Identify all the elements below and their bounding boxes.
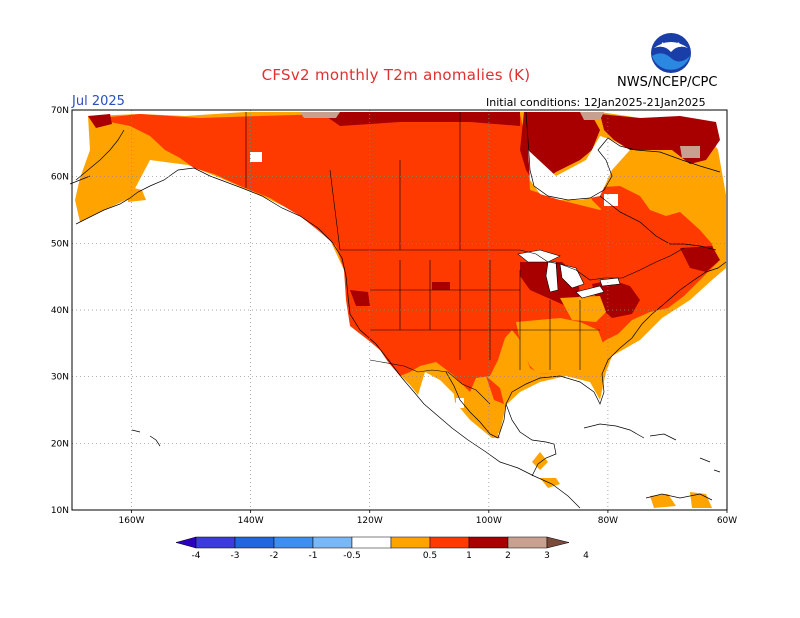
legend-label: 2: [505, 551, 511, 561]
border-us-mexico: [369, 359, 491, 405]
lat-tick-label: 10N: [51, 506, 69, 516]
map-frame: [71, 109, 728, 511]
valid-month: Jul 2025: [72, 94, 125, 109]
legend-swatch: [468, 536, 509, 549]
coastlines: [69, 111, 727, 509]
anomaly-fill-orange-south-america: [650, 494, 676, 508]
legend-label: -2: [270, 551, 279, 561]
lake-ontario: [599, 277, 621, 287]
anomaly-fill-orange-ohio-valley: [560, 296, 606, 322]
lon-tick-label: 160W: [119, 516, 145, 526]
legend-label: 4: [583, 551, 589, 561]
legend-swatch: [390, 536, 431, 549]
anomaly-fill-darkred-plains: [432, 282, 450, 290]
lat-tick-label: 30N: [51, 373, 69, 383]
lon-tick-label: 120W: [357, 516, 383, 526]
lon-tick-label: 100W: [476, 516, 502, 526]
anomaly-fill-orange-mexico: [452, 380, 500, 438]
coastline-cuba: [583, 423, 645, 439]
legend-swatch: [234, 536, 275, 549]
legend-swatch-above: [546, 536, 570, 549]
anomaly-fill-orange-caribbean: [532, 452, 548, 470]
anomaly-fill-tan-north: [300, 112, 340, 118]
near-normal-patch-labrador: [604, 194, 618, 206]
anomaly-fill-orange-southeast: [516, 318, 604, 374]
lake-michigan: [545, 261, 559, 293]
lake-erie: [575, 285, 605, 299]
anomaly-fill-darkred-alaska: [88, 114, 112, 128]
legend-label: -3: [231, 551, 240, 561]
legend-swatch: [507, 536, 548, 549]
anomaly-fill-layer: [75, 112, 726, 508]
lat-tick-labels: 70N 60N 50N 40N 30N 20N 10N: [51, 106, 69, 516]
legend-label: -0.5: [343, 551, 361, 561]
color-legend: -4 -3 -2 -1 -0.5 0.5 1 2 3 4: [175, 536, 589, 561]
lat-tick-label: 40N: [51, 306, 69, 316]
svg-text:NOAA: NOAA: [661, 42, 681, 49]
anomaly-fill-tan-baffin: [680, 146, 700, 158]
anomaly-fill-tan-arctic: [580, 112, 604, 120]
coastline-pacific: [75, 167, 581, 509]
initial-conditions: Initial conditions: 12Jan2025-21Jan2025: [486, 96, 706, 109]
lat-tick-label: 70N: [51, 106, 69, 116]
legend-swatch-below: [175, 536, 197, 549]
legend-label: 3: [544, 551, 550, 561]
lon-tick-label: 60W: [717, 516, 737, 526]
lon-tick-label: 80W: [598, 516, 618, 526]
near-normal-hudson-bay: [528, 136, 630, 200]
coastline-hudson-bay: [525, 111, 721, 201]
anomaly-fill-red-south-texas: [486, 376, 504, 404]
political-borders: [245, 112, 685, 405]
legend-label: 0.5: [423, 551, 437, 561]
borders-canada-provinces: [329, 112, 461, 251]
lat-tick-label: 50N: [51, 239, 69, 249]
anomaly-fill-darkred-maritimes: [680, 246, 720, 272]
great-lakes: [517, 249, 621, 299]
near-normal-patch-yukon: [250, 152, 262, 162]
coastline-alaska-west: [75, 129, 125, 181]
coastline-yucatan: [505, 403, 557, 477]
coastline-lesser-antilles: [699, 457, 721, 473]
anomaly-fill-orange-aleutians: [126, 186, 146, 202]
coastline-bering: [69, 175, 91, 185]
chart-title: CFSv2 monthly T2m anomalies (K): [261, 66, 531, 84]
lat-tick-label: 20N: [51, 439, 69, 449]
coastline-hawaii: [131, 429, 161, 447]
anomaly-fill-darkred-west: [350, 290, 370, 306]
coastline-south-america: [645, 493, 713, 501]
legend-label: 1: [466, 551, 472, 561]
coastline-labrador: [599, 195, 717, 251]
anomaly-fill-orange-south-america-2: [690, 492, 712, 508]
lake-huron: [559, 263, 585, 289]
legend-label: -4: [192, 551, 201, 561]
noaa-logo-icon: NOAA: [651, 33, 691, 73]
coastline-atlantic-gulf: [445, 261, 727, 439]
grid-lines: [72, 110, 727, 510]
legend-swatch: [195, 536, 236, 549]
near-normal-patch-mexico: [456, 398, 464, 408]
lon-tick-label: 140W: [238, 516, 264, 526]
legend-swatch: [429, 536, 470, 549]
legend-swatch: [273, 536, 314, 549]
coastline-hispaniola: [649, 433, 677, 441]
lat-tick-label: 60N: [51, 173, 69, 183]
legend-swatch: [312, 536, 353, 549]
legend-swatch: [351, 536, 392, 549]
agency-label: NWS/NCEP/CPC: [617, 75, 718, 90]
legend-label: -1: [309, 551, 318, 561]
border-us-canada: [340, 247, 685, 281]
lon-tick-labels: 160W 140W 120W 100W 80W 60W: [119, 510, 737, 526]
